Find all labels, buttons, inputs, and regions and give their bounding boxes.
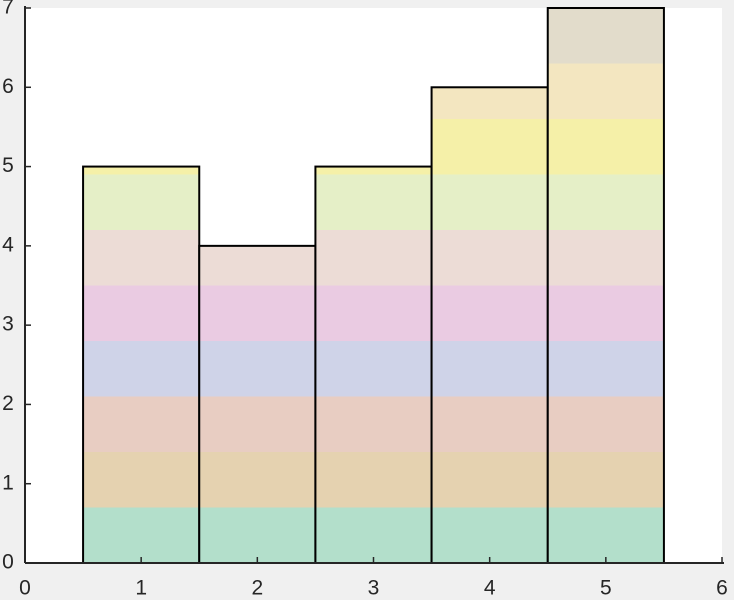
band xyxy=(83,452,200,508)
band xyxy=(431,507,548,563)
band xyxy=(199,285,316,341)
x-tick-label: 2 xyxy=(251,577,263,600)
band xyxy=(431,452,548,508)
band xyxy=(547,507,664,563)
y-tick-label: 5 xyxy=(2,154,14,177)
band xyxy=(83,230,200,286)
band xyxy=(431,119,548,175)
band xyxy=(547,341,664,397)
y-tick-label: 1 xyxy=(2,471,14,494)
band xyxy=(431,341,548,397)
x-tick-label: 1 xyxy=(135,577,147,600)
y-tick-label: 2 xyxy=(2,392,14,415)
band xyxy=(431,230,548,286)
band xyxy=(315,230,432,286)
band xyxy=(83,507,200,563)
band xyxy=(315,507,432,563)
band xyxy=(431,87,548,119)
band xyxy=(547,174,664,230)
band xyxy=(199,341,316,397)
band xyxy=(431,396,548,452)
band xyxy=(83,166,200,175)
y-tick-label: 4 xyxy=(2,233,14,256)
band xyxy=(315,396,432,452)
band xyxy=(83,341,200,397)
band xyxy=(547,452,664,508)
band xyxy=(83,174,200,230)
band xyxy=(315,285,432,341)
x-tick-label: 6 xyxy=(716,577,728,600)
y-tick-label: 0 xyxy=(2,551,14,574)
x-tick-label: 4 xyxy=(484,577,496,600)
band xyxy=(547,285,664,341)
band xyxy=(199,507,316,563)
band xyxy=(547,63,664,119)
band xyxy=(83,285,200,341)
band xyxy=(547,396,664,452)
band xyxy=(315,452,432,508)
x-tick-label: 0 xyxy=(19,577,31,600)
band xyxy=(199,396,316,452)
y-tick-label: 3 xyxy=(2,313,14,336)
x-tick-label: 5 xyxy=(600,577,612,600)
band xyxy=(547,230,664,286)
band xyxy=(315,341,432,397)
x-tick-label: 3 xyxy=(368,577,380,600)
band xyxy=(315,166,432,175)
band xyxy=(315,174,432,230)
y-tick-label: 7 xyxy=(2,0,14,19)
band xyxy=(431,285,548,341)
band xyxy=(199,452,316,508)
band xyxy=(547,8,664,64)
y-tick-label: 6 xyxy=(2,75,14,98)
band xyxy=(83,396,200,452)
band xyxy=(547,119,664,175)
band xyxy=(431,174,548,230)
band xyxy=(199,245,316,286)
